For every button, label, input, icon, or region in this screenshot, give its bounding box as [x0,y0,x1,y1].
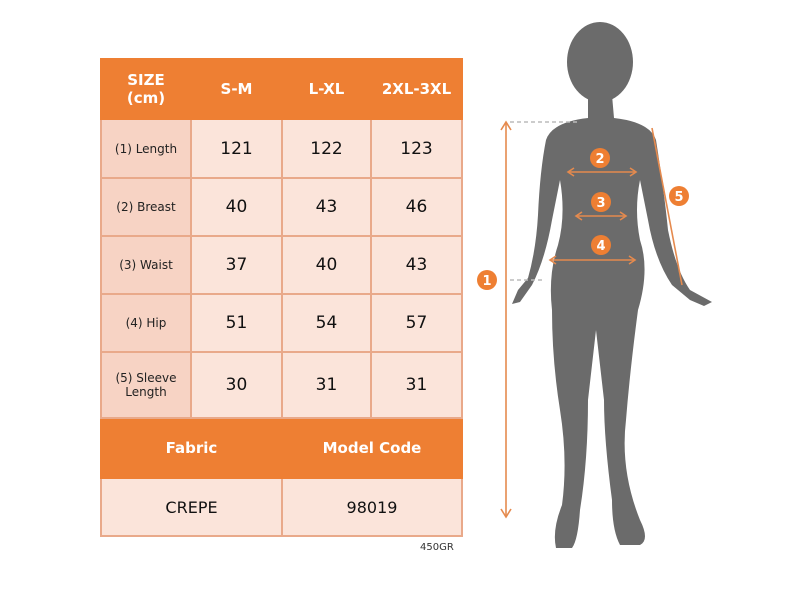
row-label-line1: (5) Sleeve [115,371,177,385]
marker-1: 1 [482,274,491,289]
row-label: (2) Breast [100,177,192,237]
marker-2-icon [590,148,610,168]
marker-4: 4 [596,239,605,254]
marker-2: 2 [595,152,604,167]
cell: 122 [281,118,372,179]
row-label: (5) Sleeve Length [100,351,192,419]
cell: 30 [190,351,283,419]
cell: 40 [190,177,283,237]
cell: 31 [281,351,372,419]
cell: 54 [281,293,372,353]
table-row: (5) Sleeve Length 30 31 31 [100,351,463,419]
marker-3: 3 [596,196,605,211]
table-row: (3) Waist 37 40 43 [100,235,463,295]
cell: 57 [370,293,463,353]
model-code-label: Model Code [281,417,463,479]
model-code-value: 98019 [281,477,463,537]
table-row: (1) Length 121 122 123 [100,118,463,179]
size-header-line1: SIZE [127,71,165,89]
cell: 43 [370,235,463,295]
table-row: (2) Breast 40 43 46 [100,177,463,237]
cell: 31 [370,351,463,419]
row-label: (3) Waist [100,235,192,295]
fabric-value: CREPE [100,477,283,537]
marker-3-icon [591,192,611,212]
header-row: SIZE (cm) S-M L-XL 2XL-3XL [100,58,463,120]
row-label: (4) Hip [100,293,192,353]
size-header-line2: (cm) [126,89,166,107]
fabric-label: Fabric [100,417,283,479]
col-header: L-XL [281,58,372,120]
cell: 37 [190,235,283,295]
cell: 43 [281,177,372,237]
cell: 40 [281,235,372,295]
marker-5: 5 [674,190,683,205]
measurement-lines [500,120,683,519]
table-row: (4) Hip 51 54 57 [100,293,463,353]
silhouette [512,22,712,548]
marker-5-icon [669,186,689,206]
row-label-line2: Length [125,385,167,399]
col-header: 2XL-3XL [370,58,463,120]
size-chart-table: SIZE (cm) S-M L-XL 2XL-3XL (1) Length 121… [100,58,463,537]
cell: 123 [370,118,463,179]
fabric-header-row: Fabric Model Code [100,417,463,479]
fabric-value-row: CREPE 98019 [100,477,463,537]
cell: 121 [190,118,283,179]
cell: 51 [190,293,283,353]
col-header: S-M [190,58,283,120]
row-label: (1) Length [100,118,192,179]
marker-1-icon [477,270,497,290]
weight-note: 450GR [420,542,454,553]
marker-4-icon [591,235,611,255]
size-header: SIZE (cm) [100,58,192,120]
cell: 46 [370,177,463,237]
